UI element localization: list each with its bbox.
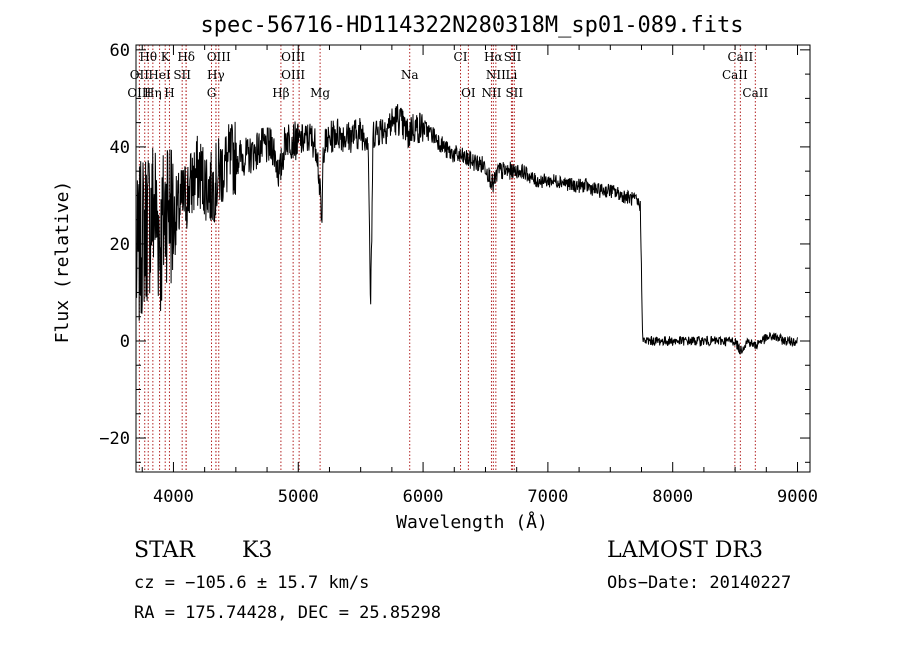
x-tick-label: 6000 [403, 487, 444, 507]
spectral-line-label: NII [481, 86, 501, 100]
spectral-line-label: CaII [727, 50, 753, 64]
spectral-line-label: OIII [281, 68, 305, 82]
spectral-line-label: G [207, 86, 217, 100]
spectral-line-label: Li [506, 68, 518, 82]
spectral-line-label: Hβ [272, 86, 289, 100]
spectral-line-label: HeI [148, 68, 171, 82]
spectral-line-label: Hδ [177, 50, 195, 64]
x-axis-label: Wavelength (Å) [396, 511, 548, 533]
observation-date: Obs−Date: 20140227 [607, 573, 792, 593]
chart-title: spec-56716-HD114322N280318M_sp01-089.fit… [200, 13, 743, 38]
plot-frame [135, 44, 811, 473]
spectral-line-label: H [164, 86, 174, 100]
object-class: STAR [134, 538, 195, 563]
spectral-line-label: NII [486, 68, 506, 82]
spectrum-line [135, 104, 798, 355]
y-tick-label: −20 [99, 429, 130, 449]
spectral-line-label: SII [504, 50, 522, 64]
spectral-line-label: Hα [484, 50, 503, 64]
y-tick-label: 60 [110, 41, 130, 61]
spectral-line-label: Hθ [139, 50, 157, 64]
spectral-line-label: Hη [144, 86, 162, 100]
y-tick-label: 40 [110, 138, 130, 158]
x-tick-label: 4000 [153, 487, 194, 507]
x-tick-label: 5000 [278, 487, 319, 507]
spectral-line-label: Na [401, 68, 419, 82]
spectral-line-label: OI [461, 86, 476, 100]
spectral-line-label: OIII [281, 50, 305, 64]
coordinates: RA = 175.74428, DEC = 25.85298 [134, 603, 442, 623]
spectral-line-label: OII [130, 68, 150, 82]
spectral-line-label: K [161, 50, 171, 64]
x-tick-label: 7000 [527, 487, 568, 507]
y-tick-label: 20 [110, 235, 130, 255]
y-tick-label: 0 [120, 332, 130, 352]
spectral-line-markers [138, 45, 756, 472]
spectral-line-label: OIII [127, 86, 151, 100]
spectral-line-label: SII [173, 68, 191, 82]
x-tick-label: 8000 [652, 487, 693, 507]
axis-ticks: 4000 5000 6000 7000 8000 9000 −20 0 20 40 60 [99, 41, 818, 507]
object-subclass: K3 [242, 538, 273, 563]
spectral-line-label: CaII [742, 86, 768, 100]
spectral-line-label: CI [454, 50, 468, 64]
spectral-line-label: SII [505, 86, 523, 100]
y-axis-label: Flux (relative) [52, 181, 73, 344]
spectral-line-label: OIII [207, 50, 231, 64]
redshift-velocity: cz = −105.6 ± 15.7 km/s [134, 573, 370, 593]
x-tick-label: 9000 [777, 487, 818, 507]
spectral-line-label: Hγ [207, 68, 225, 82]
survey-name: LAMOST DR3 [607, 538, 763, 563]
spectral-line-label: CaII [722, 68, 748, 82]
spectral-line-label: Mg [310, 86, 330, 100]
